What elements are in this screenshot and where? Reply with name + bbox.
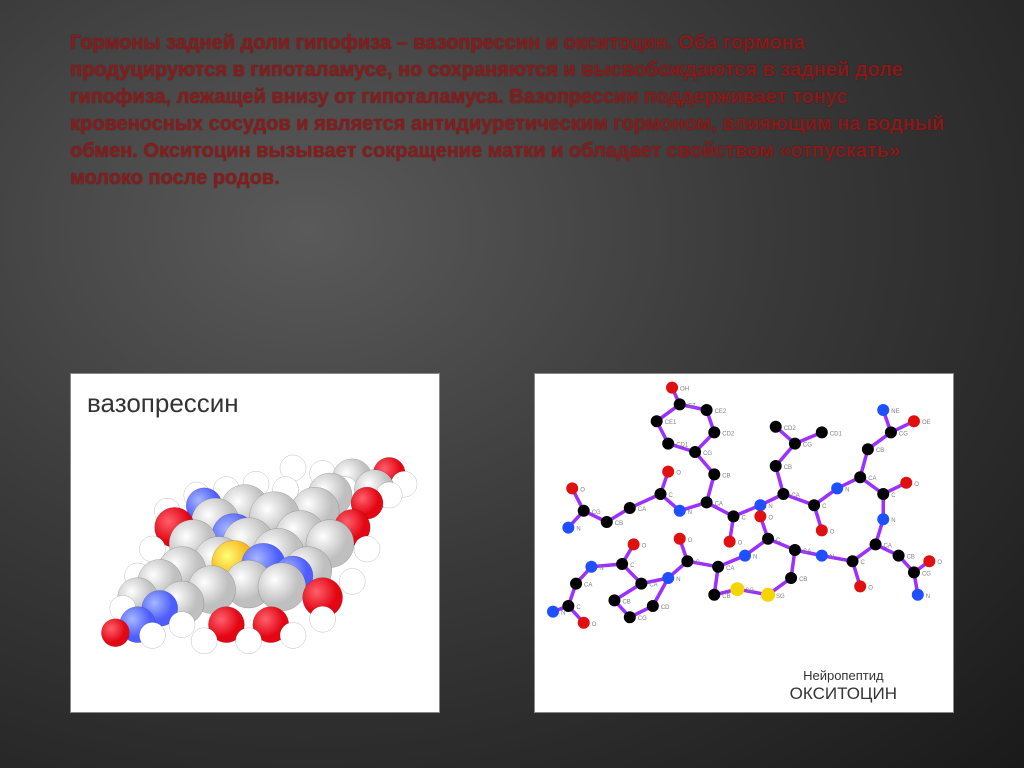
svg-text:CB: CB: [907, 555, 915, 561]
svg-text:O: O: [738, 541, 743, 547]
svg-text:CE1: CE1: [665, 420, 677, 426]
svg-text:C: C: [576, 605, 581, 611]
svg-text:N: N: [768, 504, 772, 510]
svg-text:N: N: [830, 555, 834, 561]
svg-text:CD1: CD1: [676, 443, 689, 449]
svg-text:CA: CA: [803, 549, 811, 555]
svg-text:CB: CB: [615, 521, 623, 527]
svg-text:CZ: CZ: [688, 403, 696, 409]
svg-text:C: C: [695, 560, 700, 566]
svg-text:O: O: [768, 515, 773, 521]
svg-text:CA: CA: [638, 507, 646, 513]
svg-text:SG: SG: [776, 594, 785, 600]
svg-text:CD: CD: [661, 605, 670, 611]
svg-text:CB: CB: [722, 594, 730, 600]
svg-text:CA: CA: [584, 583, 592, 589]
svg-text:CG: CG: [703, 451, 712, 457]
svg-text:CA: CA: [726, 566, 734, 572]
main-text: Гормоны задней доли гипофиза – вазопресс…: [70, 30, 950, 192]
svg-text:NE: NE: [891, 409, 899, 415]
svg-text:CA: CA: [884, 543, 892, 549]
molecule-spacefill: [71, 374, 441, 714]
svg-text:O: O: [937, 560, 942, 566]
svg-text:CB: CB: [799, 577, 807, 583]
molecule-ballstick: CACONCBCGONCACONCBCGCD1CD2CE1CE2CZOHCACO…: [535, 374, 955, 714]
svg-text:N: N: [561, 611, 565, 617]
svg-text:N: N: [576, 527, 580, 533]
svg-text:O: O: [868, 585, 873, 591]
svg-text:C: C: [891, 493, 896, 499]
svg-text:O: O: [580, 487, 585, 493]
caption-vasopressin: вазопрессин: [87, 388, 239, 419]
svg-text:CG: CG: [922, 571, 931, 577]
svg-text:O: O: [676, 471, 681, 477]
svg-text:O: O: [830, 529, 835, 535]
svg-text:CB: CB: [722, 473, 730, 479]
figures-row: вазопрессин CACONCBCGONCACONCBCGCD1CD2CE…: [70, 373, 954, 713]
svg-text:CD1: CD1: [830, 431, 843, 437]
svg-text:CA: CA: [791, 493, 799, 499]
figure-vasopressin: вазопрессин: [70, 373, 440, 713]
svg-text:N: N: [599, 566, 603, 572]
svg-text:N: N: [926, 594, 930, 600]
svg-text:C: C: [822, 504, 827, 510]
svg-text:N: N: [845, 487, 849, 493]
svg-text:CG: CG: [803, 443, 812, 449]
svg-text:CE2: CE2: [715, 409, 727, 415]
svg-text:C: C: [776, 538, 781, 544]
svg-text:SG: SG: [745, 588, 754, 594]
svg-text:CB: CB: [876, 448, 884, 454]
svg-text:N: N: [891, 518, 895, 524]
svg-text:N: N: [688, 510, 692, 516]
svg-text:CA: CA: [715, 501, 723, 507]
svg-text:CG: CG: [592, 510, 601, 516]
svg-text:CD2: CD2: [722, 431, 735, 437]
svg-text:O: O: [914, 482, 919, 488]
svg-text:C: C: [741, 515, 746, 521]
svg-text:CG: CG: [638, 616, 647, 622]
caption-oxytocin: Нейропептид ОКСИТОЦИН: [790, 668, 897, 704]
svg-text:CD2: CD2: [784, 426, 797, 432]
svg-text:CA: CA: [649, 583, 657, 589]
svg-text:C: C: [861, 560, 866, 566]
svg-text:N: N: [676, 577, 680, 583]
figure-oxytocin: CACONCBCGONCACONCBCGCD1CD2CE1CE2CZOHCACO…: [534, 373, 954, 713]
svg-text:C: C: [630, 563, 635, 569]
svg-text:O: O: [642, 543, 647, 549]
svg-text:O: O: [688, 538, 693, 544]
svg-text:CB: CB: [784, 465, 792, 471]
svg-text:O: O: [592, 622, 597, 628]
svg-text:OH: OH: [680, 387, 689, 393]
svg-text:CG: CG: [899, 431, 908, 437]
svg-text:N: N: [753, 555, 757, 561]
svg-text:C: C: [669, 493, 674, 499]
svg-text:CA: CA: [868, 476, 876, 482]
svg-text:CB: CB: [622, 599, 630, 605]
svg-text:OE: OE: [922, 420, 931, 426]
